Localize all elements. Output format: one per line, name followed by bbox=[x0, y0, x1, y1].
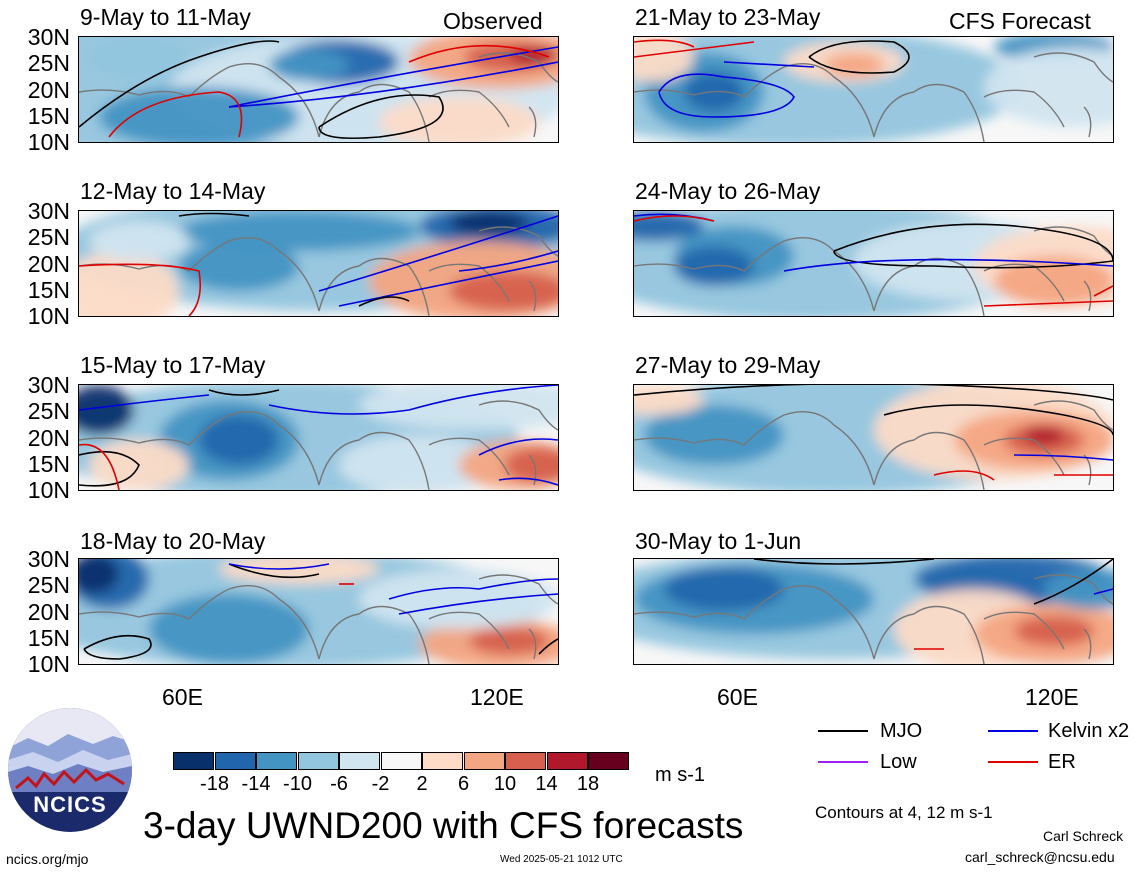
lon-label-120e-right: 120E bbox=[1025, 684, 1079, 710]
legend-mjo-line bbox=[818, 730, 868, 732]
lat-label: 30N bbox=[27, 372, 70, 398]
lat-label: 20N bbox=[27, 76, 70, 103]
colorbar-swatch bbox=[256, 752, 297, 770]
lat-label: 25N bbox=[27, 224, 70, 251]
author-email[interactable]: carl_schreck@ncsu.edu bbox=[965, 849, 1115, 865]
lat-label: 10N bbox=[27, 651, 70, 677]
logo-text: NCICS bbox=[33, 792, 107, 817]
lon-label-60e-right: 60E bbox=[717, 684, 758, 710]
forecast-header: CFS Forecast bbox=[949, 8, 1091, 34]
lat-label: 15N bbox=[27, 102, 70, 129]
colorbar-units: m s-1 bbox=[655, 764, 705, 786]
observed-header: Observed bbox=[443, 8, 543, 34]
lat-label: 30N bbox=[27, 24, 70, 50]
colorbar-swatch bbox=[546, 752, 588, 770]
lat-label: 10N bbox=[27, 129, 70, 155]
colorbar-swatch bbox=[588, 752, 629, 770]
map-panel-5 bbox=[633, 36, 1114, 143]
colorbar-tick-label: -14 bbox=[241, 773, 271, 795]
colorbar-tick-label: -10 bbox=[283, 773, 312, 795]
lat-label: 15N bbox=[27, 624, 70, 651]
colorbar-tick-label: 18 bbox=[576, 773, 600, 795]
legend-low-line bbox=[818, 761, 868, 763]
map-panel-4 bbox=[78, 558, 559, 665]
colorbar-tick-label: 2 bbox=[416, 773, 428, 795]
colorbar-swatch bbox=[339, 752, 380, 770]
lat-label: 20N bbox=[27, 598, 70, 625]
colorbar-swatch bbox=[297, 752, 339, 770]
lon-label-60e-left: 60E bbox=[162, 684, 203, 710]
colorbar-swatch bbox=[422, 752, 463, 770]
panel-title-3: 15-May to 17-May bbox=[80, 352, 266, 378]
ncics-logo[interactable]: NCICS bbox=[8, 708, 132, 832]
legend-kelvin-line bbox=[988, 730, 1038, 732]
legend-er-label: ER bbox=[1048, 751, 1076, 773]
map-panel-7 bbox=[633, 384, 1114, 491]
panel-title-4: 18-May to 20-May bbox=[80, 528, 266, 554]
colorbar-swatch bbox=[173, 752, 214, 770]
colorbar-swatch bbox=[214, 752, 256, 770]
lat-label: 15N bbox=[27, 450, 70, 477]
colorbar-tick-label: -6 bbox=[330, 773, 348, 795]
colorbar-tick-label: -18 bbox=[200, 773, 229, 795]
lat-label: 15N bbox=[27, 276, 70, 303]
colorbar-tick-label: 10 bbox=[493, 773, 517, 795]
map-panel-1 bbox=[78, 36, 559, 143]
logo-mountains-icon bbox=[8, 708, 132, 792]
panel-title-6: 24-May to 26-May bbox=[635, 178, 821, 204]
map-panel-2 bbox=[78, 210, 559, 317]
panel-title-2: 12-May to 14-May bbox=[80, 178, 266, 204]
contours-note: Contours at 4, 12 m s-1 bbox=[815, 803, 993, 822]
site-link[interactable]: ncics.org/mjo bbox=[6, 851, 89, 867]
lat-label: 25N bbox=[27, 50, 70, 77]
lat-label: 30N bbox=[27, 546, 70, 572]
panel-title-7: 27-May to 29-May bbox=[635, 352, 821, 378]
legend-low-label: Low bbox=[880, 751, 917, 773]
legend-mjo-label: MJO bbox=[880, 720, 923, 742]
panel-title-5: 21-May to 23-May bbox=[635, 4, 821, 30]
panel-title-1: 9-May to 11-May bbox=[80, 4, 251, 30]
lat-label: 20N bbox=[27, 424, 70, 451]
map-panel-8 bbox=[633, 558, 1114, 665]
lon-label-120e-left: 120E bbox=[470, 684, 524, 710]
lat-label: 25N bbox=[27, 398, 70, 425]
colorbar-tick-label: 6 bbox=[457, 773, 470, 795]
legend-kelvin-label: Kelvin x2 bbox=[1048, 720, 1130, 742]
colorbar-swatch bbox=[380, 752, 422, 770]
lat-label: 20N bbox=[27, 250, 70, 277]
map-panel-6 bbox=[633, 210, 1114, 317]
lat-label: 10N bbox=[27, 477, 70, 503]
colorbar-tick-label: 14 bbox=[535, 773, 558, 795]
legend-er-line bbox=[988, 761, 1038, 763]
panel-title-8: 30-May to 1-Jun bbox=[635, 528, 802, 554]
timestamp: Wed 2025-05-21 1012 UTC bbox=[500, 854, 623, 865]
colorbar-swatch bbox=[463, 752, 505, 770]
lat-label: 10N bbox=[27, 303, 70, 329]
lat-label: 25N bbox=[27, 572, 70, 599]
main-title: 3-day UWND200 with CFS forecasts bbox=[143, 805, 744, 846]
lat-label: 30N bbox=[27, 198, 70, 224]
colorbar-swatch bbox=[505, 752, 546, 770]
colorbar-tick-label: -2 bbox=[371, 773, 390, 795]
author: Carl Schreck bbox=[1043, 828, 1124, 844]
map-panel-3 bbox=[78, 384, 559, 491]
